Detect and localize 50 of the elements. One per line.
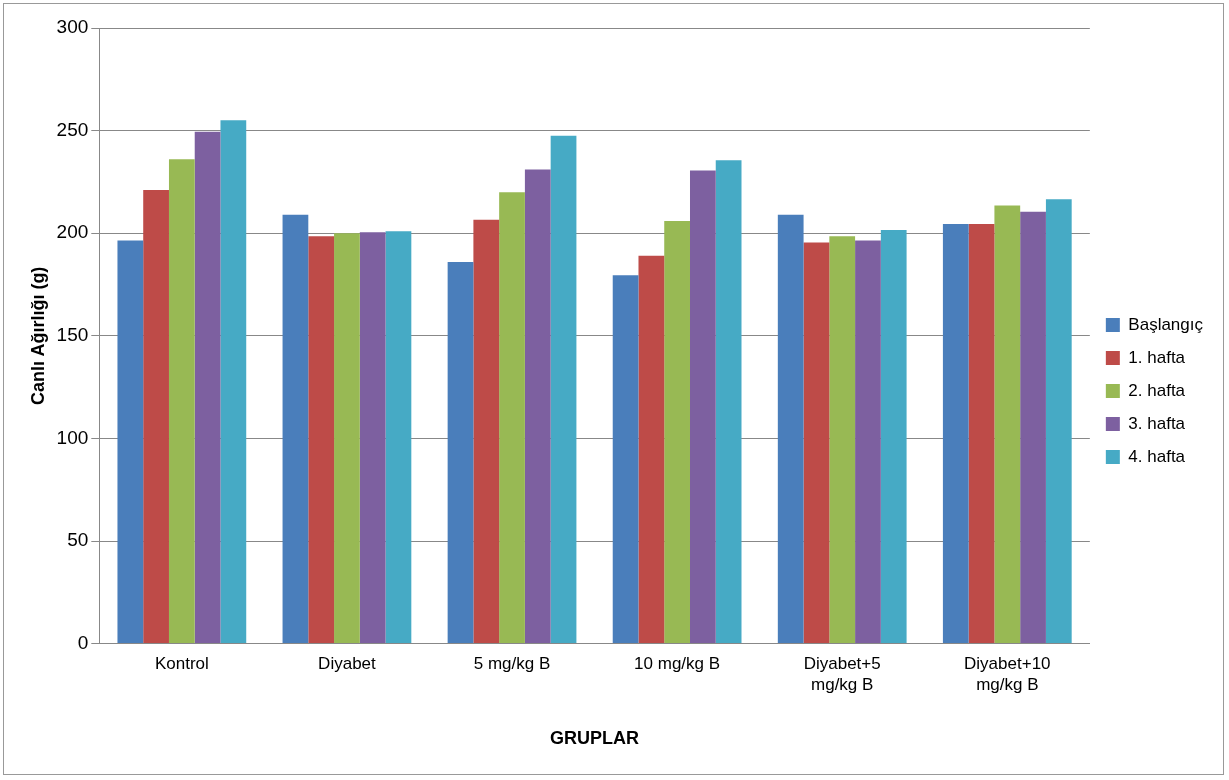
legend-label: 3. hafta [1128, 413, 1186, 433]
y-tick-label: 0 [77, 631, 89, 653]
y-tick-label: 250 [56, 118, 89, 140]
bar [220, 120, 247, 644]
x-tick-label: Diyabet [318, 654, 377, 674]
bar [385, 231, 412, 644]
bar [334, 233, 360, 644]
bar [447, 261, 474, 644]
bar [638, 255, 665, 644]
bar [359, 232, 386, 644]
x-axis-title: GRUPLAR [550, 728, 640, 749]
y-tick-label: 300 [56, 16, 89, 38]
bar [612, 275, 639, 644]
bar [143, 190, 169, 644]
x-tick-label: Diyabet+10 mg/kg B [964, 654, 1051, 694]
legend-label: 4. hafta [1128, 446, 1186, 466]
bar [803, 242, 830, 644]
x-tick-label: Kontrol [154, 654, 209, 674]
bar [855, 240, 881, 644]
bar [1020, 211, 1046, 644]
legend-label: 1. hafta [1128, 347, 1186, 367]
x-tick-label: Diyabet+5 mg/kg B [803, 654, 881, 694]
y-tick-label: 50 [67, 529, 89, 551]
bar [994, 205, 1021, 644]
x-tick-label: 5 mg/kg B [473, 654, 551, 674]
bar [664, 220, 690, 644]
bar [1045, 199, 1072, 644]
bar [499, 192, 525, 644]
bar [168, 159, 195, 644]
y-tick-label: 150 [56, 324, 89, 346]
y-tick-label: 200 [56, 221, 89, 243]
bar [282, 214, 309, 644]
bar [942, 223, 969, 644]
bar [473, 219, 500, 644]
bar [550, 135, 577, 644]
bar [715, 160, 742, 644]
bar [829, 236, 856, 644]
x-tick-label: 10 mg/kg B [634, 654, 721, 674]
bar [308, 236, 335, 644]
bar [117, 240, 144, 644]
bar [194, 131, 221, 644]
y-tick-label: 100 [56, 426, 89, 448]
legend-label: 2. hafta [1128, 380, 1186, 400]
y-axis-title: Canlı Ağırlığı (g) [27, 266, 48, 405]
legend-label: Başlangıç [1128, 314, 1204, 334]
bar [777, 214, 804, 644]
bar [968, 223, 995, 644]
bar [880, 230, 907, 644]
bar [524, 169, 551, 644]
bar [689, 170, 716, 644]
